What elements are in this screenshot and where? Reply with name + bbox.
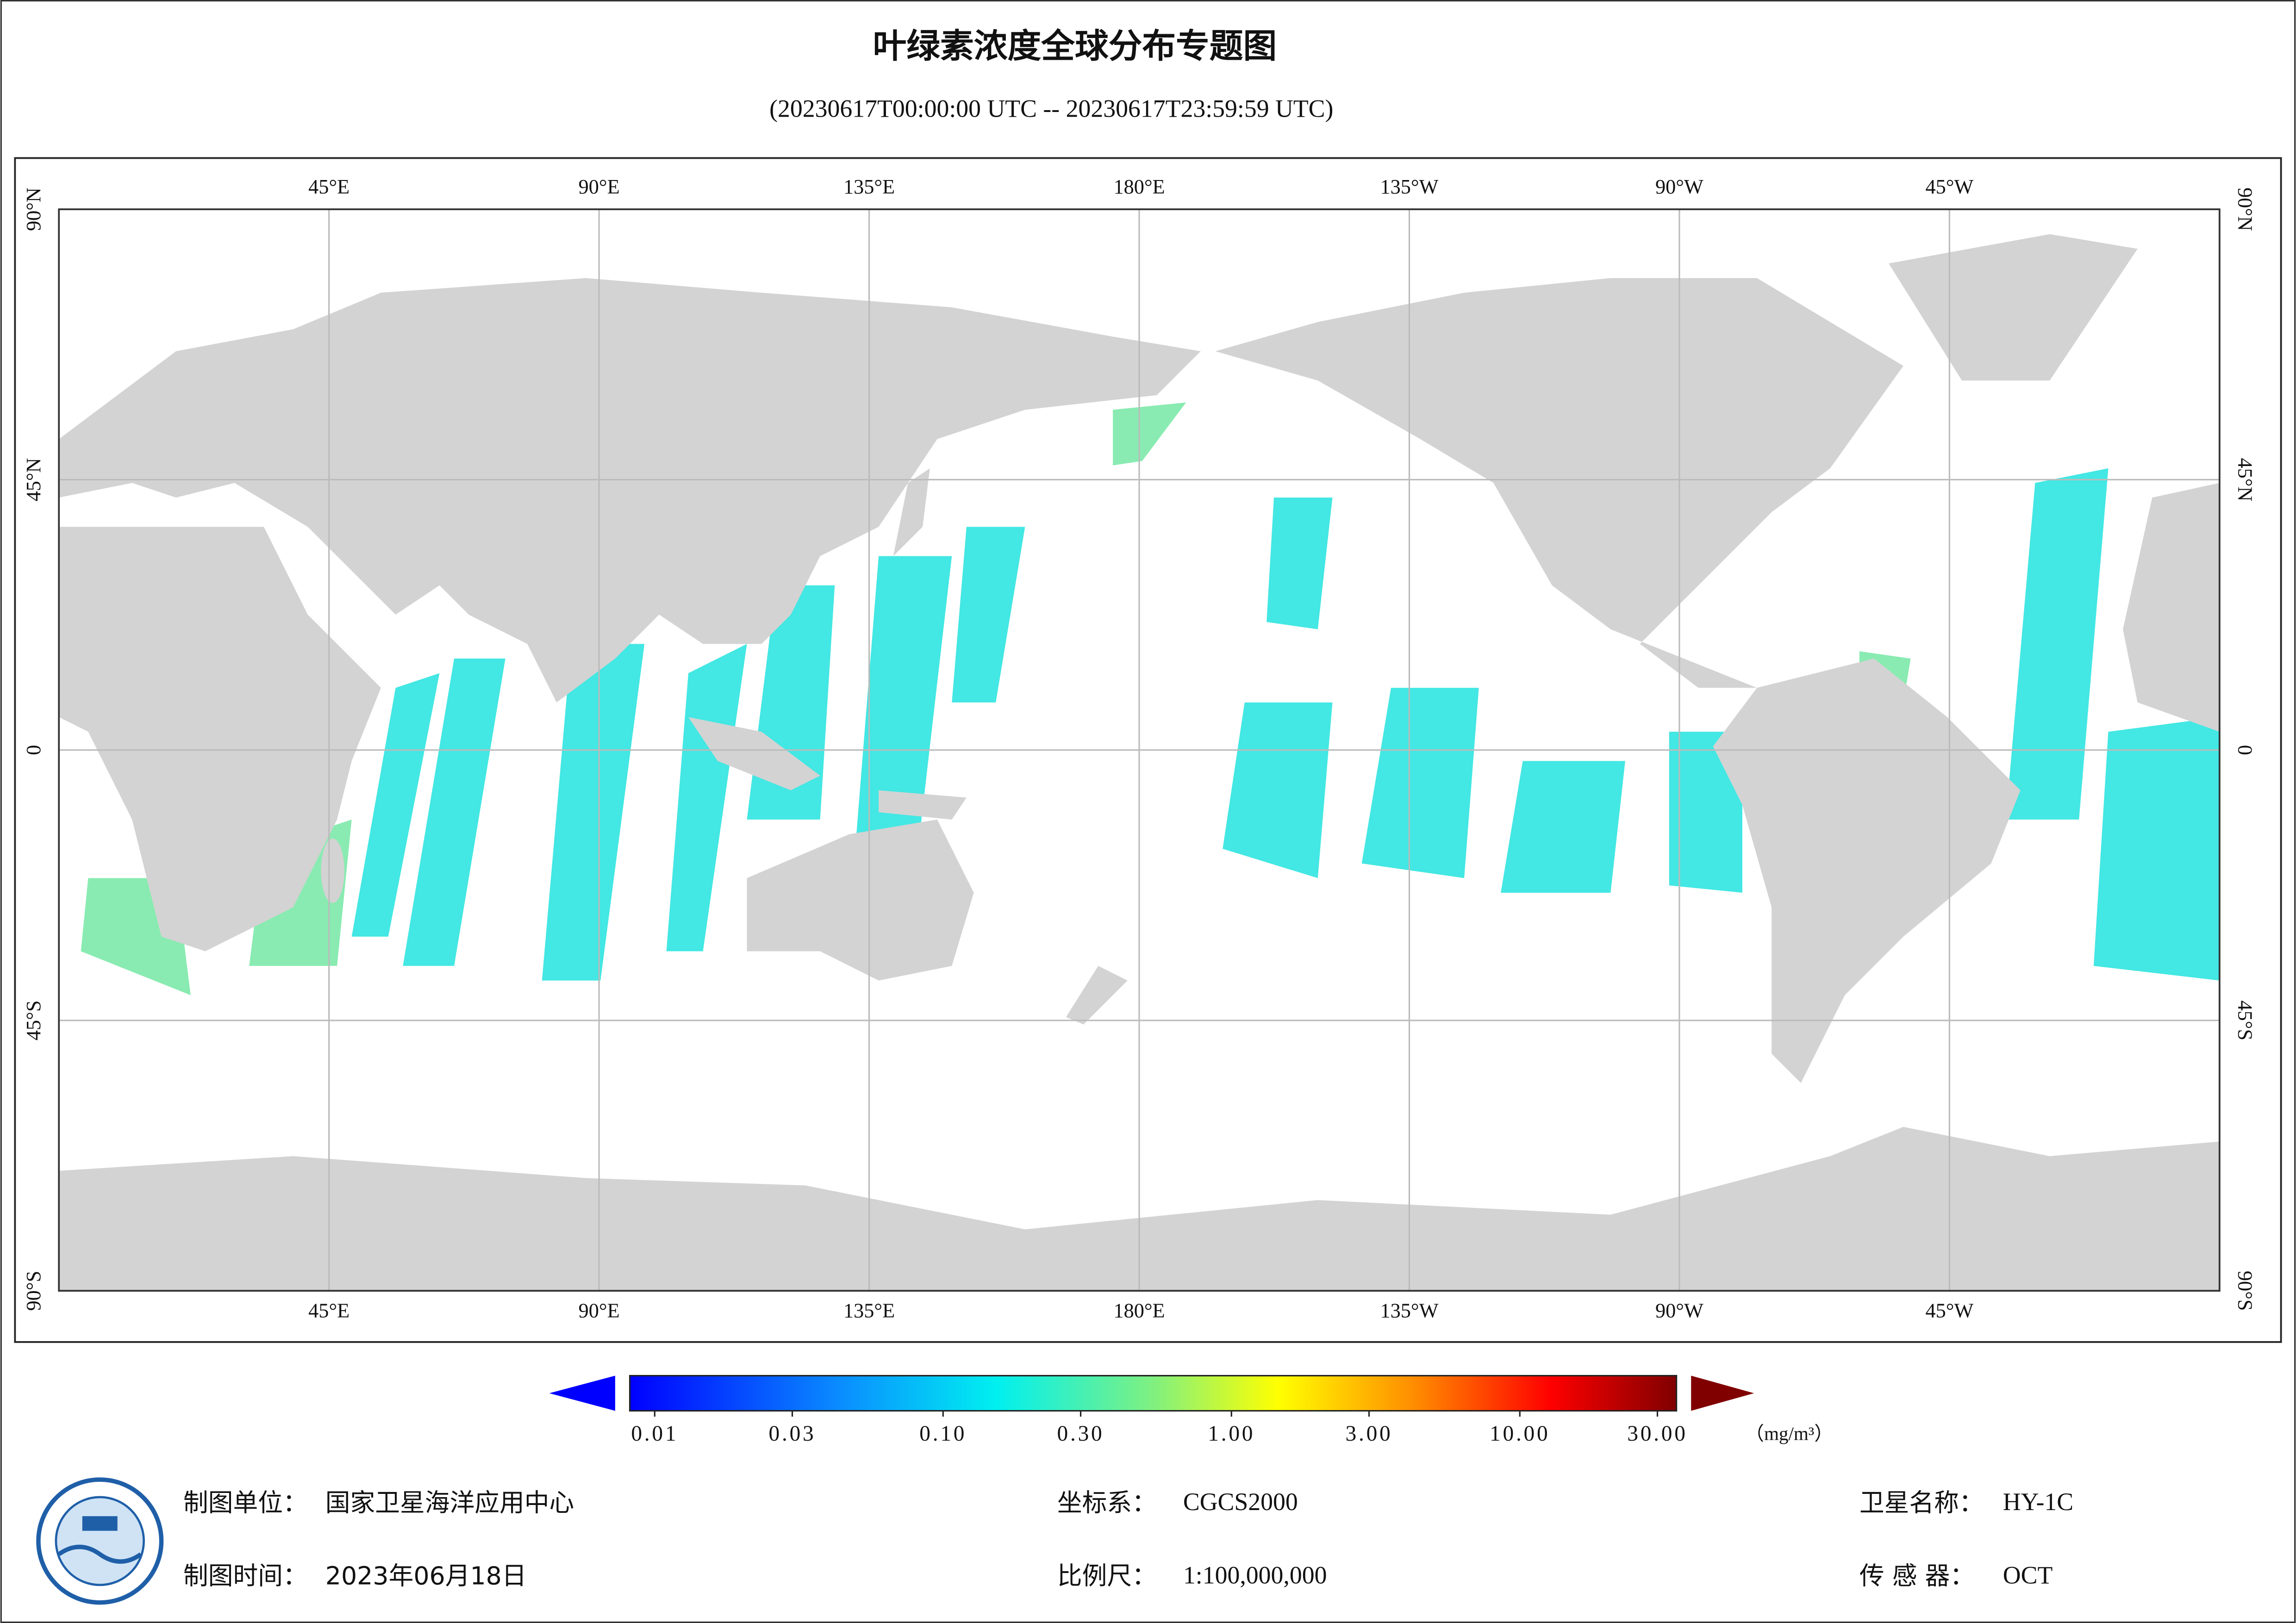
- satellite-label: 卫星名称：: [1859, 1488, 1984, 1517]
- lon-label-top: 135°E: [843, 175, 895, 198]
- scale-label: 比例尺：: [1057, 1561, 1157, 1591]
- swath: [1669, 732, 1742, 893]
- crs-label: 坐标系：: [1057, 1488, 1157, 1517]
- swath: [1113, 402, 1186, 466]
- graticule-labels: 45°E 45°E 90°E 90°E 135°E 135°E 180°E 180°E 135°…: [22, 175, 2256, 1322]
- satellite-value: HY-1C: [2003, 1488, 2073, 1516]
- swath: [403, 659, 505, 966]
- date-label: 制图时间：: [183, 1561, 308, 1591]
- swath: [666, 644, 747, 951]
- europe-africa-east: [2123, 483, 2220, 732]
- land: [59, 234, 2220, 1291]
- lon-label-top: 45°E: [308, 175, 349, 198]
- lat-label-left: 0: [22, 745, 45, 755]
- lon-label-top: 180°E: [1113, 175, 1165, 198]
- lat-label-right: 45°S: [2234, 1001, 2256, 1041]
- eurasia: [59, 278, 1201, 703]
- colorbar-ticks: 0.01 0.03 0.10 0.30 1.00 3.00 10.00 30.00: [631, 1411, 1687, 1446]
- sensor-label: 传 感 器：: [1859, 1561, 1975, 1591]
- crs-value: CGCS2000: [1183, 1488, 1298, 1516]
- lon-label-bottom: 90°W: [1655, 1300, 1703, 1322]
- scale-value: 1:100,000,000: [1183, 1561, 1327, 1589]
- logo-wave: [57, 1544, 143, 1564]
- unit-value: 国家卫星海洋应用中心: [325, 1488, 574, 1517]
- title: 叶绿素浓度全球分布专题图: [873, 26, 1277, 66]
- colorbar-unit: （mg/m³）: [1745, 1423, 1833, 1444]
- swath: [351, 673, 440, 937]
- lon-label-bottom: 135°E: [843, 1300, 895, 1322]
- lat-label-left: 45°S: [22, 1001, 45, 1041]
- colorbar-tick-label: 0.01: [631, 1422, 678, 1446]
- swath: [952, 527, 1025, 703]
- lat-label-right: 0: [2234, 745, 2256, 755]
- lon-label-bottom: 45°E: [308, 1300, 349, 1322]
- lat-label-right: 90°N: [2234, 187, 2256, 231]
- lat-label-left: 90°N: [22, 187, 45, 231]
- colorbar-arrow-low: [549, 1375, 615, 1411]
- greenland: [1889, 234, 2138, 381]
- graticule: [59, 209, 2220, 1291]
- lon-label-top: 90°E: [579, 175, 620, 198]
- swath: [1223, 702, 1333, 878]
- lon-label-top: 90°W: [1655, 175, 1703, 198]
- colorbar-tick-label: 0.10: [919, 1422, 967, 1446]
- subtitle: (20230617T00:00:00 UTC -- 20230617T23:59…: [769, 95, 1333, 123]
- lon-label-bottom: 180°E: [1113, 1300, 1165, 1322]
- swath: [2006, 468, 2109, 820]
- lon-label-top: 135°W: [1380, 175, 1439, 198]
- colorbar-arrow-high: [1691, 1375, 1754, 1411]
- madagascar: [321, 839, 344, 903]
- new-zealand: [1066, 966, 1128, 1025]
- logo-globe: [55, 1496, 145, 1586]
- africa: [59, 527, 381, 951]
- south-america: [1713, 659, 2021, 1083]
- colorbar-tick-label: 0.30: [1057, 1422, 1104, 1446]
- map-frame: [14, 157, 2282, 1343]
- colorbar-tick-label: 3.00: [1346, 1422, 1393, 1446]
- lat-label-left: 90°S: [22, 1271, 45, 1311]
- japan: [893, 468, 930, 556]
- sensor-value: OCT: [2003, 1561, 2053, 1589]
- lat-label-right: 90°S: [2234, 1271, 2256, 1311]
- swath: [1267, 497, 1333, 629]
- lon-label-bottom: 90°E: [579, 1300, 620, 1322]
- lat-label-left: 45°N: [22, 458, 45, 501]
- swath: [542, 644, 645, 981]
- australia: [747, 819, 974, 981]
- swath: [1501, 761, 1625, 893]
- colorbar-tick-label: 10.00: [1490, 1422, 1550, 1446]
- unit-label: 制图单位：: [183, 1488, 308, 1517]
- north-america: [1215, 278, 1903, 688]
- data-swaths: [81, 402, 2220, 995]
- lon-label-top: 45°W: [1925, 175, 1973, 198]
- logo: [36, 1477, 164, 1605]
- map-border: [58, 208, 2221, 1292]
- swath: [1361, 688, 1479, 878]
- colorbar: [629, 1374, 1678, 1412]
- logo-satellite: [82, 1516, 118, 1531]
- lat-label-right: 45°N: [2234, 458, 2256, 501]
- new-guinea: [879, 790, 967, 820]
- indonesia: [688, 717, 820, 790]
- date-value: 2023年06月18日: [325, 1561, 527, 1591]
- swath: [2093, 717, 2220, 981]
- map-body: [59, 209, 2220, 1291]
- colorbar-tick-label: 30.00: [1627, 1422, 1687, 1446]
- colorbar-tick-label: 1.00: [1208, 1422, 1255, 1446]
- colorbar-tick-label: 0.03: [769, 1422, 816, 1446]
- lon-label-bottom: 135°W: [1380, 1300, 1439, 1322]
- lon-label-bottom: 45°W: [1925, 1300, 1973, 1322]
